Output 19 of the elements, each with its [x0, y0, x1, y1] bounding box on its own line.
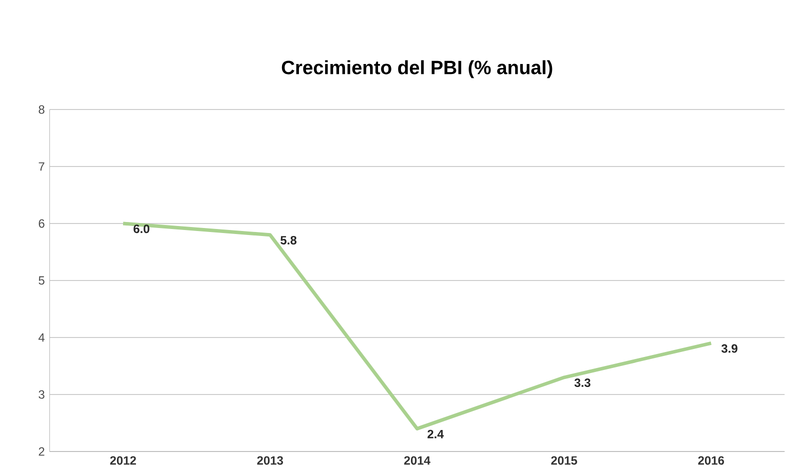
x-tick-label: 2015 — [551, 456, 578, 465]
x-tick-label: 2014 — [404, 456, 430, 465]
y-tick-label: 3 — [38, 390, 44, 399]
y-tick-label: 6 — [38, 219, 44, 228]
y-tick-label: 8 — [38, 105, 44, 114]
data-label: 2.4 — [428, 430, 444, 438]
y-tick-label: 7 — [38, 162, 44, 171]
y-tick-label: 5 — [38, 276, 44, 285]
y-tick-label: 4 — [38, 333, 45, 342]
x-tick-label: 2013 — [257, 456, 284, 465]
data-label: 3.3 — [574, 378, 590, 387]
data-label: 6.0 — [134, 224, 150, 234]
data-label: 3.9 — [721, 344, 738, 353]
data-label: 5.8 — [280, 236, 296, 244]
x-tick-label: 2012 — [110, 456, 136, 465]
x-tick-label: 2016 — [698, 456, 724, 465]
y-tick-label: 2 — [38, 447, 44, 456]
chart-title: Crecimiento del PBI (% anual) — [282, 60, 552, 78]
line-series — [121, 222, 713, 430]
